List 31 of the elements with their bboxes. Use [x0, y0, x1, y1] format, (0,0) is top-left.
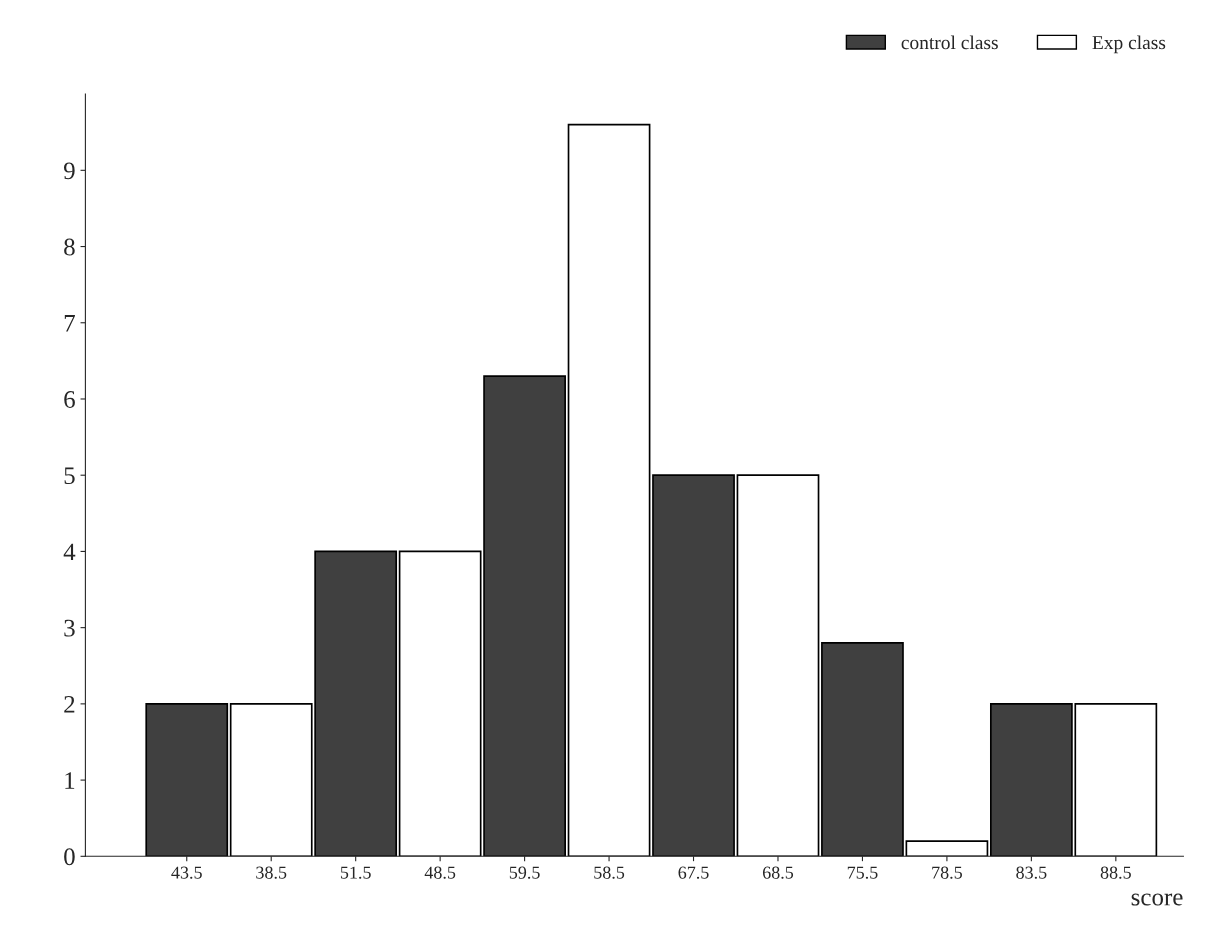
bar — [145, 703, 229, 857]
legend-label: Exp class — [1092, 35, 1166, 54]
bar — [905, 840, 989, 857]
y-tick-label: 4 — [63, 543, 76, 561]
x-tick-label: 38.5 — [256, 866, 287, 879]
bar — [652, 474, 735, 857]
x-tick-label: 48.5 — [424, 866, 456, 879]
y-tick-label: 5 — [64, 467, 75, 485]
bar — [567, 123, 651, 857]
y-tick-label: 7 — [64, 315, 75, 332]
bar — [821, 642, 904, 857]
x-tick-label: 78.5 — [932, 866, 962, 879]
y-tick-label: 2 — [64, 695, 75, 713]
x-tick-label: 67.5 — [678, 866, 709, 879]
y-tick-label: 8 — [64, 238, 75, 256]
x-tick-label: 75.5 — [847, 866, 878, 879]
x-tick-label: 51.5 — [340, 866, 371, 879]
y-tick-label: 3 — [64, 619, 75, 637]
x-tick-label: 83.5 — [1016, 866, 1047, 879]
x-tick-label: 43.5 — [171, 866, 202, 879]
y-tick-label: 6 — [64, 391, 75, 408]
legend-label: control class — [901, 35, 998, 50]
y-tick-label: 0 — [64, 848, 75, 866]
x-axis-title: score — [1131, 893, 1183, 906]
x-tick-label: 59.5 — [509, 866, 540, 879]
y-tick-label: 9 — [63, 162, 75, 180]
x-tick-label: 88.5 — [1100, 866, 1131, 879]
y-tick-label: 1 — [65, 772, 75, 789]
bar — [736, 474, 820, 857]
x-tick-label: 58.5 — [594, 866, 625, 879]
x-tick-label: 68.5 — [762, 866, 794, 879]
